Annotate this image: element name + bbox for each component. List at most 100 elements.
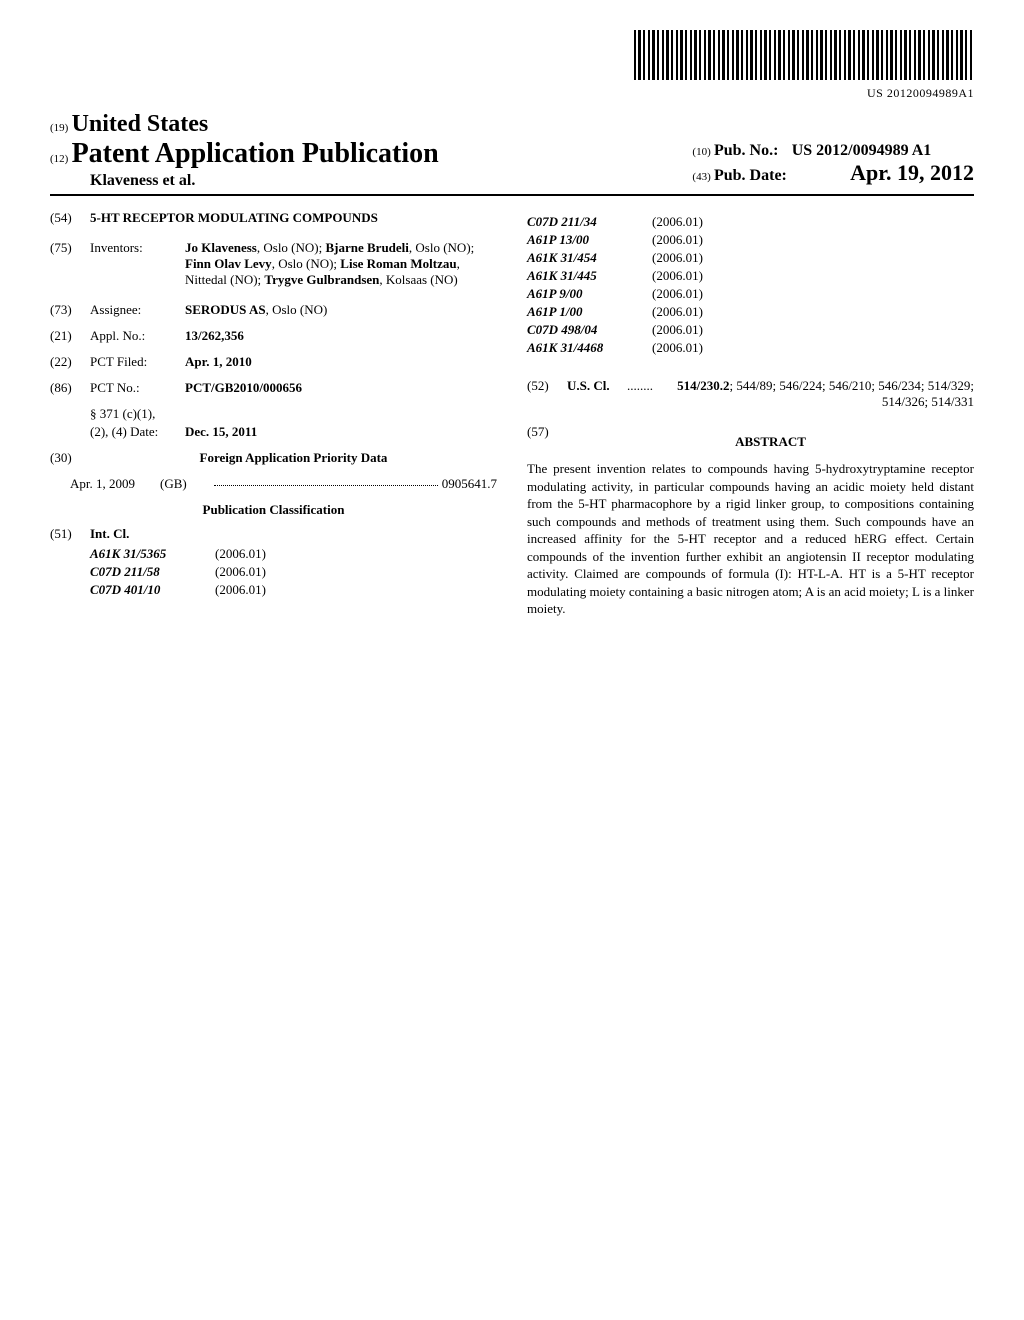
pub-no-value: US 2012/0094989 A1 [792,142,932,159]
intcl-row: A61K 31/5365 (2006.01) [50,546,497,562]
appl-no-row: (21) Appl. No.: 13/262,356 [50,328,497,344]
assignee-value: SERODUS AS, Oslo (NO) [185,302,497,318]
title-value: 5-HT RECEPTOR MODULATING COMPOUNDS [90,210,497,226]
foreign-appno: 0905641.7 [442,476,497,492]
barcode-graphic [634,30,974,80]
intcl-code: A61P 13/00 [527,232,652,248]
pct-filed-row: (22) PCT Filed: Apr. 1, 2010 [50,354,497,370]
authors: Klaveness et al. [90,172,195,189]
intcl-row: A61K 31/454 (2006.01) [527,250,974,266]
intcl-year: (2006.01) [652,250,732,266]
pub-date-value: Apr. 19, 2012 [850,160,974,185]
pct-no-num: (86) [50,380,90,396]
pub-date-code: (43) [692,171,710,183]
barcode-section: US 20120094989A1 [50,30,974,101]
pub-no-line: (10) Pub. No.: US 2012/0094989 A1 [692,142,974,160]
foreign-num: (30) [50,450,90,466]
us-cl-value: 514/230.2; 544/89; 546/224; 546/210; 546… [667,378,974,410]
intcl-row: A61K 31/445 (2006.01) [527,268,974,284]
intcl-code: C07D 401/10 [90,582,215,598]
barcode-text: US 20120094989A1 [50,86,974,101]
intcl-code: A61K 31/445 [527,268,652,284]
intcl-row: A61K 31/4468 (2006.01) [527,340,974,356]
pct-no-row: (86) PCT No.: PCT/GB2010/000656 [50,380,497,396]
title-num: (54) [50,210,90,226]
pub-date-line: (43) Pub. Date: Apr. 19, 2012 [692,160,974,186]
appl-no-label: Appl. No.: [90,328,185,344]
abstract-num: (57) [527,424,567,460]
intcl-row: C07D 401/10 (2006.01) [50,582,497,598]
assignee-bold: SERODUS AS [185,302,266,317]
intcl-row: A61P 9/00 (2006.01) [527,286,974,302]
intcl-row: A61P 1/00 (2006.01) [527,304,974,320]
s371-row1: § 371 (c)(1), [50,406,497,422]
abstract-heading-row: (57) ABSTRACT [527,424,974,460]
pct-no-label: PCT No.: [90,380,185,396]
header-left: (19) United States (12) Patent Applicati… [50,111,692,190]
intcl-heading-row: (51) Int. Cl. [50,526,497,542]
assignee-num: (73) [50,302,90,318]
us-cl-num: (52) [527,378,567,410]
intcl-row: C07D 211/58 (2006.01) [50,564,497,580]
intcl-year: (2006.01) [652,232,732,248]
intcl-code: A61P 9/00 [527,286,652,302]
assignee-row: (73) Assignee: SERODUS AS, Oslo (NO) [50,302,497,318]
pub-date-label: Pub. Date: [714,167,787,184]
intcl-code: C07D 211/34 [527,214,652,230]
country-line: (19) United States [50,111,692,138]
intcl-year: (2006.01) [215,564,295,580]
intcl-num: (51) [50,526,90,542]
intcl-year: (2006.01) [652,268,732,284]
intcl-code: C07D 498/04 [527,322,652,338]
intcl-code: A61K 31/4468 [527,340,652,356]
left-column: (54) 5-HT RECEPTOR MODULATING COMPOUNDS … [50,210,497,618]
us-cl-label: U.S. Cl. [567,378,627,410]
pct-filed-num: (22) [50,354,90,370]
country-name: United States [72,111,209,137]
authors-line: Klaveness et al. [50,172,692,190]
s371-row2: (2), (4) Date: Dec. 15, 2011 [50,424,497,440]
intcl-year: (2006.01) [652,304,732,320]
intcl-code: A61P 1/00 [527,304,652,320]
title-row: (54) 5-HT RECEPTOR MODULATING COMPOUNDS [50,210,497,226]
intcl-code: A61K 31/5365 [90,546,215,562]
intcl-row: A61P 13/00 (2006.01) [527,232,974,248]
assignee-label: Assignee: [90,302,185,318]
intcl-year: (2006.01) [652,214,732,230]
right-column: C07D 211/34 (2006.01) A61P 13/00 (2006.0… [527,210,974,618]
us-cl-dots: ........ [627,378,667,410]
intcl-row: C07D 211/34 (2006.01) [527,214,974,230]
intcl-year: (2006.01) [215,546,295,562]
pct-filed-value: Apr. 1, 2010 [185,354,497,370]
abstract-heading: ABSTRACT [567,434,974,450]
pub-no-label: Pub. No.: [714,142,778,159]
country-code: (19) [50,122,68,134]
intcl-code: A61K 31/454 [527,250,652,266]
pub-title-line: (12) Patent Application Publication [50,138,692,170]
pub-class-heading: Publication Classification [50,502,497,518]
s371-val-blank [185,406,497,422]
intcl-year: (2006.01) [215,582,295,598]
us-cl-bold: 514/230.2 [677,378,729,393]
s371-label2: (2), (4) Date: [90,424,185,440]
inventors-num: (75) [50,240,90,288]
pub-title: Patent Application Publication [72,138,439,169]
s371-value: Dec. 15, 2011 [185,424,497,440]
s371-blank2 [50,424,90,440]
inventors-row: (75) Inventors: Jo Klaveness, Oslo (NO);… [50,240,497,288]
header-right: (10) Pub. No.: US 2012/0094989 A1 (43) P… [692,142,974,190]
us-cl-row: (52) U.S. Cl. ........ 514/230.2; 544/89… [527,378,974,410]
body-content: (54) 5-HT RECEPTOR MODULATING COMPOUNDS … [50,210,974,618]
s371-label1: § 371 (c)(1), [90,406,185,422]
foreign-dots [214,476,438,486]
pct-filed-label: PCT Filed: [90,354,185,370]
inventors-label: Inventors: [90,240,185,288]
pct-no-value: PCT/GB2010/000656 [185,380,497,396]
abstract-text: The present invention relates to compoun… [527,460,974,618]
intcl-year: (2006.01) [652,286,732,302]
intcl-year: (2006.01) [652,322,732,338]
header-row: (19) United States (12) Patent Applicati… [50,111,974,196]
assignee-plain: , Oslo (NO) [266,302,328,317]
pub-code: (12) [50,153,68,165]
intcl-year: (2006.01) [652,340,732,356]
